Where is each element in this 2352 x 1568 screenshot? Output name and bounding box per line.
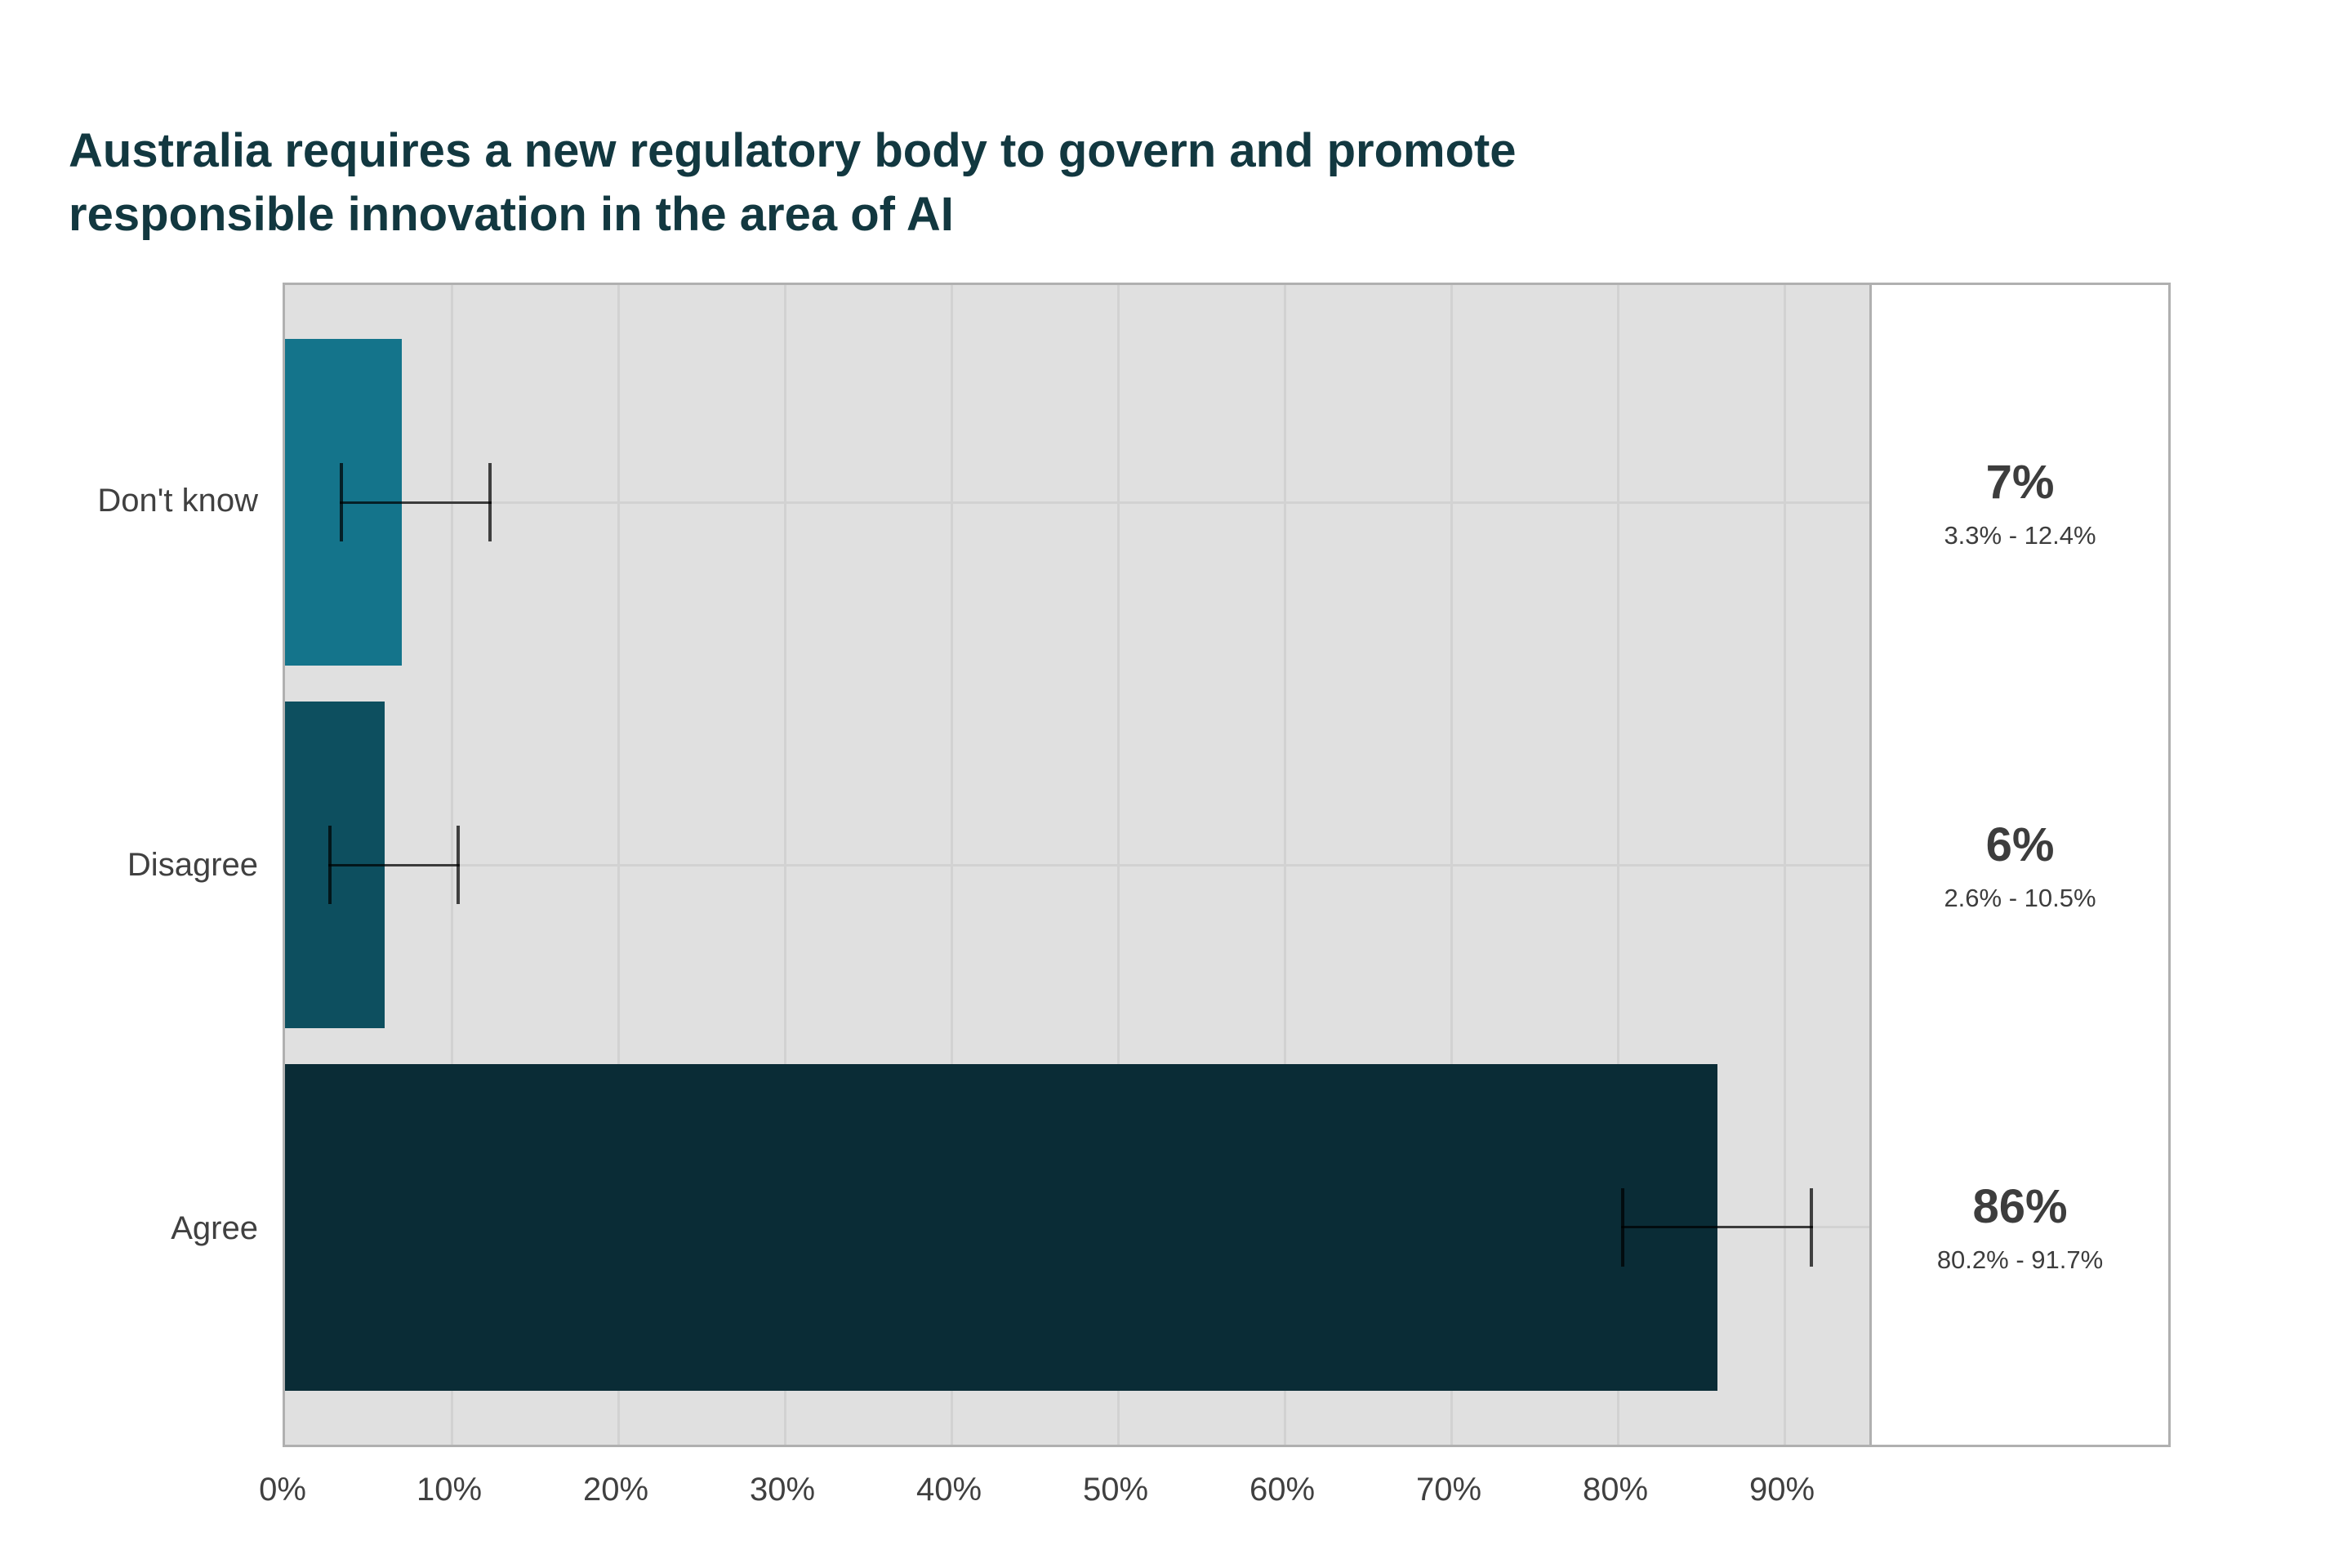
value-panel: 7% 3.3% - 12.4% 6% 2.6% - 10.5% 86% 80.2…	[1869, 285, 2168, 1445]
value-block-disagree: 6% 2.6% - 10.5%	[1872, 685, 2168, 1045]
errorbar-line	[340, 501, 492, 504]
plot-panel	[285, 285, 1869, 1445]
x-tick-label: 20%	[582, 1472, 649, 1508]
confidence-interval-label: 80.2% - 91.7%	[1936, 1245, 2104, 1275]
bar-row-agree	[285, 1048, 1869, 1407]
errorbar-cap-high	[457, 826, 461, 904]
bar-agree	[285, 1063, 1718, 1391]
x-tick-label: 90%	[1748, 1472, 1815, 1508]
value-label: 86%	[1972, 1180, 2068, 1234]
category-label-agree: Agree	[171, 1210, 258, 1247]
x-tick-label: 0%	[259, 1472, 306, 1508]
category-axis: Don't know Disagree Agree	[0, 283, 258, 1447]
chart-title-line2: responsible innovation in the area of AI	[69, 188, 954, 241]
x-tick-label: 30%	[749, 1472, 816, 1508]
x-tick-label: 10%	[416, 1472, 483, 1508]
errorbar-cap-high	[488, 463, 492, 542]
x-tick-label: 40%	[915, 1472, 982, 1508]
errorbar-agree	[1621, 1187, 1813, 1267]
value-label: 6%	[1985, 817, 2055, 871]
plot-frame: 7% 3.3% - 12.4% 6% 2.6% - 10.5% 86% 80.2…	[283, 283, 2171, 1447]
category-label-disagree: Disagree	[127, 846, 258, 883]
bar-row-dont-know	[285, 323, 1869, 682]
value-block-dont-know: 7% 3.3% - 12.4%	[1872, 323, 2168, 682]
x-tick-label: 70%	[1415, 1472, 1482, 1508]
errorbar-cap-low	[340, 463, 344, 542]
bar-row-disagree	[285, 685, 1869, 1045]
x-tick-label: 50%	[1082, 1472, 1149, 1508]
confidence-interval-label: 3.3% - 12.4%	[1944, 520, 2096, 550]
gridline-horizontal	[285, 501, 1869, 504]
chart-title: Australia requires a new regulatory body…	[69, 119, 2029, 247]
chart-title-line1: Australia requires a new regulatory body…	[69, 124, 1517, 177]
value-label: 7%	[1985, 455, 2055, 509]
x-axis: 0% 10% 20% 30% 40% 50% 60% 70% 80% 90%	[259, 1449, 1867, 1530]
errorbar-cap-low	[328, 826, 332, 904]
errorbar-line	[328, 863, 461, 866]
gridline-horizontal	[285, 863, 1869, 866]
errorbar-cap-high	[1809, 1187, 1813, 1267]
x-tick-label: 80%	[1582, 1472, 1649, 1508]
value-block-agree: 86% 80.2% - 91.7%	[1872, 1048, 2168, 1407]
errorbar-line	[1621, 1226, 1813, 1229]
errorbar-cap-low	[1621, 1187, 1625, 1267]
errorbar-disagree	[328, 826, 461, 904]
confidence-interval-label: 2.6% - 10.5%	[1944, 883, 2096, 912]
x-tick-label: 60%	[1249, 1472, 1316, 1508]
errorbar-dont-know	[340, 463, 492, 542]
category-label-dont-know: Don't know	[97, 482, 258, 519]
